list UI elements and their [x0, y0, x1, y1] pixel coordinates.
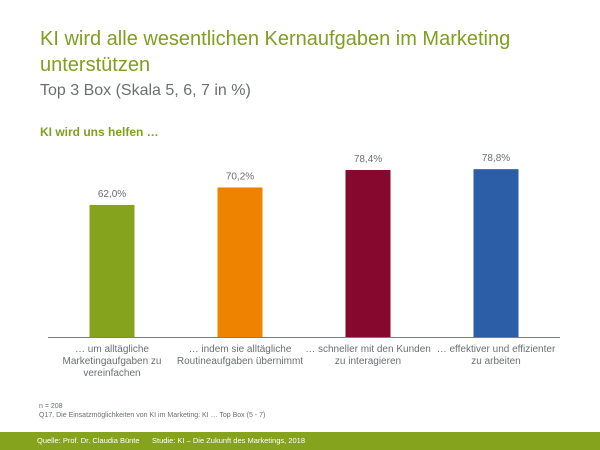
category-label-1: … um alltägliche Marketingaufgaben zu ve…	[62, 344, 162, 379]
category-label-2: … indem sie alltägliche Routineaufgaben …	[176, 344, 304, 367]
data-label-1: 62,0%	[98, 189, 126, 200]
page-subtitle: Top 3 Box (Skala 5, 6, 7 in %)	[40, 82, 251, 99]
data-label-2: 70,2%	[226, 171, 254, 182]
bar-4	[473, 169, 519, 337]
data-label-3: 78,4%	[354, 154, 382, 165]
bar-3	[345, 170, 391, 337]
bar-2	[217, 187, 263, 337]
chart-notes: n = 208 Q17. Die Einsatzmöglichkeiten vo…	[39, 402, 265, 420]
chart-section-label: KI wird uns helfen …	[40, 125, 159, 139]
data-label-4: 78,8%	[482, 153, 510, 164]
page-title: KI wird alle wesentlichen Kernaufgaben i…	[40, 28, 511, 76]
footer-bar: Quelle: Prof. Dr. Claudia Bünte Studie: …	[0, 432, 600, 450]
footer-study: Studie: KI – Die Zukunft des Marketings,…	[152, 436, 305, 445]
category-label-4: … effektiver und effizienter zu arbeiten	[436, 344, 556, 367]
question-text: Q17. Die Einsatzmöglichkeiten von KI im …	[39, 412, 266, 419]
category-label-3: … schneller mit den Kunden zu interagier…	[305, 344, 431, 367]
footer-source: Quelle: Prof. Dr. Claudia Bünte	[37, 436, 140, 445]
bar-1	[89, 204, 135, 337]
sample-size: n = 208	[39, 403, 63, 410]
